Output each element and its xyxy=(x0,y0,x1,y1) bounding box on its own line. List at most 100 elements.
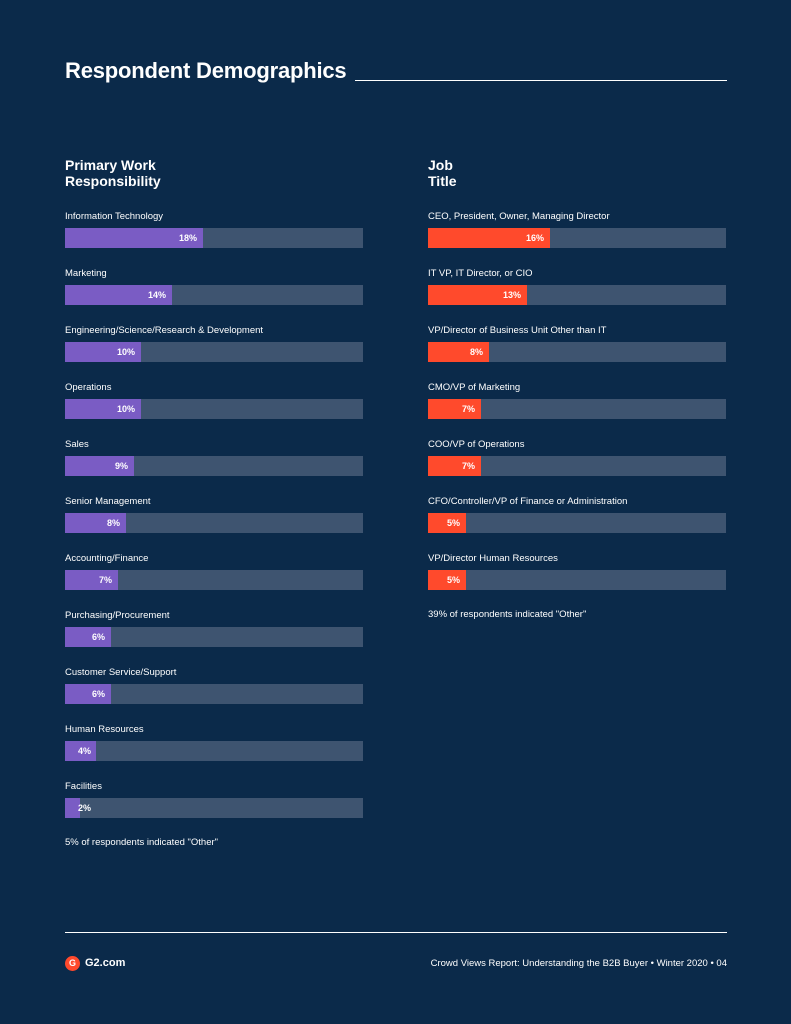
bar xyxy=(65,627,111,647)
bar xyxy=(428,228,550,248)
bar-value-label: 10% xyxy=(116,404,135,414)
bar-value-label: 8% xyxy=(106,518,120,528)
bar-track: 14% xyxy=(65,285,363,305)
bar-row: Operations 10% xyxy=(65,381,363,419)
bar-track: 9% xyxy=(65,456,363,476)
bar-label: CFO/Controller/VP of Finance or Administ… xyxy=(428,496,628,507)
bar-label: Information Technology xyxy=(65,211,164,222)
bar xyxy=(428,570,466,590)
title-rule xyxy=(355,80,727,81)
other-respondents-note: 5% of respondents indicated "Other" xyxy=(65,837,219,848)
bar-row: Customer Service/Support 6% xyxy=(65,666,363,704)
bar-label: COO/VP of Operations xyxy=(428,439,525,450)
bar-track: 5% xyxy=(428,570,726,590)
bar-label: Human Resources xyxy=(65,724,144,735)
bar-value-label: 18% xyxy=(178,233,197,243)
bar-row: Marketing 14% xyxy=(65,267,363,305)
bar-value-label: 7% xyxy=(98,575,112,585)
g2-logo[interactable]: G G2.com xyxy=(65,955,125,971)
bar-row: Human Resources 4% xyxy=(65,723,363,761)
bar-value-label: 7% xyxy=(461,404,475,414)
bar-label: Accounting/Finance xyxy=(65,553,149,564)
bar-value-label: 2% xyxy=(77,803,91,813)
footer-report-text: Crowd Views Report: Understanding the B2… xyxy=(430,958,727,969)
bar-row: COO/VP of Operations 7% xyxy=(428,438,726,476)
bar-label: Customer Service/Support xyxy=(65,667,177,678)
bar-track: 10% xyxy=(65,399,363,419)
bar xyxy=(428,513,466,533)
bar xyxy=(65,342,141,362)
bar-label: CMO/VP of Marketing xyxy=(428,382,521,393)
bar-track: 6% xyxy=(65,684,363,704)
bar xyxy=(65,456,134,476)
bar-label: Sales xyxy=(65,439,89,450)
chart-title: Primary Work Responsibility xyxy=(65,157,161,189)
bar-track: 4% xyxy=(65,741,363,761)
bar xyxy=(65,228,203,248)
bar-value-label: 16% xyxy=(525,233,544,243)
bar-label: Facilities xyxy=(65,781,102,792)
bar xyxy=(428,456,481,476)
bar-track: 7% xyxy=(428,456,726,476)
bar-value-label: 5% xyxy=(446,518,460,528)
bar xyxy=(428,342,489,362)
bar-label: Marketing xyxy=(65,268,107,279)
bar-value-label: 9% xyxy=(114,461,128,471)
bar xyxy=(428,285,527,305)
bar-label: Engineering/Science/Research & Developme… xyxy=(65,325,264,336)
bar xyxy=(65,570,118,590)
bar-row: Senior Management 8% xyxy=(65,495,363,533)
bar-value-label: 8% xyxy=(469,347,483,357)
bar-track: 8% xyxy=(65,513,363,533)
bar-track: 2% xyxy=(65,798,363,818)
bar-label: VP/Director of Business Unit Other than … xyxy=(428,325,607,336)
bar xyxy=(65,798,80,818)
bar-row: VP/Director Human Resources 5% xyxy=(428,552,726,590)
bar-label: CEO, President, Owner, Managing Director xyxy=(428,211,610,222)
bar-label: Purchasing/Procurement xyxy=(65,610,170,621)
bar xyxy=(65,741,96,761)
bar-row: Accounting/Finance 7% xyxy=(65,552,363,590)
bar-track: 13% xyxy=(428,285,726,305)
bar-value-label: 6% xyxy=(91,632,105,642)
bar xyxy=(65,684,111,704)
bar-label: VP/Director Human Resources xyxy=(428,553,558,564)
bar xyxy=(65,513,126,533)
bar-track: 6% xyxy=(65,627,363,647)
other-respondents-note: 39% of respondents indicated "Other" xyxy=(428,609,587,620)
bar-row: Facilities 2% xyxy=(65,780,363,818)
bar-row: CEO, President, Owner, Managing Director… xyxy=(428,210,726,248)
bar-label: Operations xyxy=(65,382,112,393)
bar-row: IT VP, IT Director, or CIO 13% xyxy=(428,267,726,305)
bar-track: 10% xyxy=(65,342,363,362)
bar-row: Information Technology 18% xyxy=(65,210,363,248)
bar xyxy=(65,285,172,305)
bar-track: 7% xyxy=(65,570,363,590)
bar-track: 7% xyxy=(428,399,726,419)
bar-track: 8% xyxy=(428,342,726,362)
bar-value-label: 10% xyxy=(116,347,135,357)
bar-label: Senior Management xyxy=(65,496,151,507)
bar-row: VP/Director of Business Unit Other than … xyxy=(428,324,726,362)
bar-label: IT VP, IT Director, or CIO xyxy=(428,268,533,279)
page-title: Respondent Demographics xyxy=(65,58,347,83)
bar-value-label: 6% xyxy=(91,689,105,699)
logo-text: G2.com xyxy=(85,957,126,969)
bar xyxy=(428,399,481,419)
chart-title: Job Title xyxy=(428,157,457,189)
bar-value-label: 14% xyxy=(147,290,166,300)
bar-row: Engineering/Science/Research & Developme… xyxy=(65,324,363,362)
bar-track: 18% xyxy=(65,228,363,248)
bar-row: CFO/Controller/VP of Finance or Administ… xyxy=(428,495,726,533)
bar-value-label: 7% xyxy=(461,461,475,471)
bar-row: Sales 9% xyxy=(65,438,363,476)
bar-value-label: 4% xyxy=(77,746,91,756)
g2-logo-icon: G xyxy=(65,955,80,971)
bar-track: 16% xyxy=(428,228,726,248)
bar-row: CMO/VP of Marketing 7% xyxy=(428,381,726,419)
bar xyxy=(65,399,141,419)
footer-rule xyxy=(65,932,727,933)
bar-row: Purchasing/Procurement 6% xyxy=(65,609,363,647)
bar-track: 5% xyxy=(428,513,726,533)
bar-value-label: 13% xyxy=(502,290,521,300)
